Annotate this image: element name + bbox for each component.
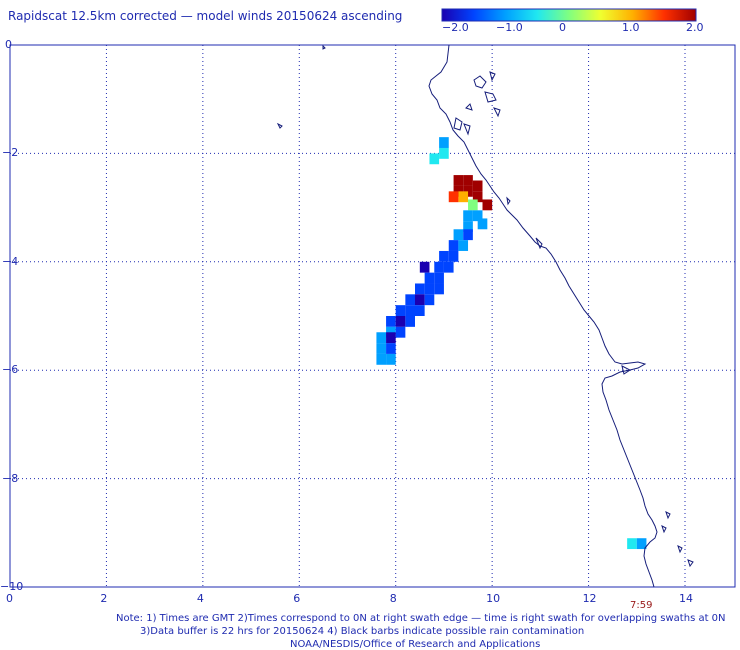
wind-cell [472,191,483,203]
wind-cell [376,353,387,365]
wind-cell [627,538,637,550]
x-tick-label: 0 [6,592,13,605]
y-tick-label: −2 [2,146,19,160]
coastline-main [428,44,658,588]
island-10 [621,365,631,375]
wind-cell [453,175,464,186]
y-tick-label: −6 [2,363,19,377]
wind-cell [424,294,435,306]
island-4 [493,107,501,118]
x-tick-label: 14 [679,592,693,605]
colorbar-tick-label: 1.0 [622,21,640,34]
pass-time-label: 7:59 [630,600,653,611]
wind-cell [463,210,473,222]
wind-cell [448,250,459,262]
x-tick-label: 2 [100,592,108,605]
wind-cell [439,147,449,159]
wind-cell [386,353,396,365]
x-tick-label: 4 [196,592,204,605]
wind-cell [468,199,478,211]
x-tick-label: 6 [293,592,301,605]
island-5 [453,117,463,131]
island-3 [484,91,497,103]
map-title: Rapidscat 12.5km corrected — model winds… [8,9,403,23]
island-9 [535,237,543,250]
wind-cell [439,137,449,148]
island-14 [687,559,694,568]
wind-cell [415,305,425,316]
island-2 [489,71,496,82]
island-8 [506,196,511,206]
wind-cell [636,538,647,550]
island-12 [661,525,667,534]
wind-cell [395,316,406,327]
footnote-line-2: 3)Data buffer is 22 hrs for 20150624 4) … [140,626,585,637]
wind-cell [395,305,406,316]
wind-cell [482,199,493,211]
colorbar [441,8,697,22]
wind-cell [405,294,415,306]
island-1 [473,75,487,89]
footnote-line-3: NOAA/NESDIS/Office of Research and Appli… [290,639,541,650]
wind-cell [415,283,425,295]
wind-cell [405,316,415,327]
wind-cell [434,272,444,284]
island-6 [463,123,471,136]
wind-cell [448,191,459,203]
wind-cell [386,316,396,327]
footnote-line-1: Note: 1) Times are GMT 2)Times correspon… [116,613,726,624]
wind-cell [415,294,425,306]
wind-cell [453,229,464,241]
x-tick-label: 12 [582,592,597,605]
wind-cell [439,250,449,262]
x-tick-label: 8 [389,592,397,605]
wind-cell [376,332,387,344]
island-16 [322,44,326,50]
wind-cell [424,272,435,284]
wind-cell [443,261,454,273]
coastline [276,44,694,588]
y-tick-label: −4 [2,254,19,268]
wind-cell [395,326,406,338]
island-7 [465,103,473,111]
y-tick-label: −10 [0,580,24,593]
wind-cell [472,210,483,222]
wind-cell [405,305,415,316]
colorbar-tick-label: 0 [559,21,566,34]
wind-cell [424,283,435,295]
colorbar-tick-label: −2.0 [442,21,469,34]
wind-cell [386,332,396,344]
wind-cell [458,191,469,203]
y-tick-label: −8 [2,471,19,485]
x-tick-label: 10 [486,592,501,605]
wind-cell [448,240,459,251]
colorbar-tick-label: −1.0 [496,21,523,34]
island-15 [276,122,283,129]
wind-cell [458,240,469,251]
plot-frame [9,44,736,588]
wind-cell [386,343,396,354]
wind-difference-cells [376,137,647,550]
wind-cell [463,221,473,232]
wind-cell [463,229,473,241]
colorbar-tick-label: 2.0 [686,21,704,34]
wind-cell [472,180,483,192]
wind-cell [419,261,430,273]
wind-cell [463,175,473,186]
wind-cell [434,283,444,295]
island-13 [677,545,683,554]
wind-cell [376,343,387,354]
wind-cell [477,218,488,230]
y-tick-label: 0 [5,38,12,51]
wind-cell [434,261,444,273]
island-11 [665,511,671,520]
wind-cell [429,153,440,165]
lat-lon-grid [10,45,735,587]
